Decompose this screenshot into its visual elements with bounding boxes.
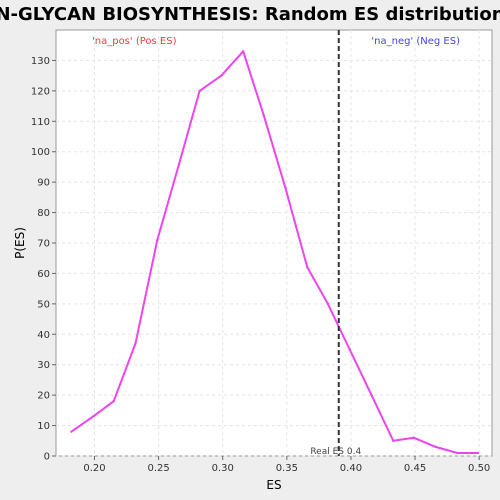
y-tick-label: 30 <box>37 360 50 371</box>
y-axis-ticks: 0 10 20 30 40 50 60 70 80 90 100 110 120 130 <box>31 56 56 463</box>
x-tick-label: 0.30 <box>212 463 234 474</box>
data-point <box>370 393 373 397</box>
y-tick-label: 110 <box>31 117 50 128</box>
legend-neg: 'na_neg' (Neg ES) <box>371 36 460 47</box>
chart-title: N-GLYCAN BIOSYNTHESIS: Random ES distrib… <box>0 4 500 25</box>
y-tick-label: 50 <box>37 299 50 310</box>
series-line <box>70 50 478 454</box>
data-point <box>198 89 201 93</box>
data-point <box>156 238 159 242</box>
data-point <box>177 162 181 166</box>
legend-pos: 'na_pos' (Pos ES) <box>92 36 177 47</box>
data-point <box>220 74 223 77</box>
y-tick-label: 90 <box>37 178 50 189</box>
data-point <box>112 400 115 403</box>
x-tick-label: 0.25 <box>147 463 169 474</box>
data-point <box>284 187 287 190</box>
y-tick-label: 70 <box>37 239 50 250</box>
y-tick-label: 10 <box>37 421 50 432</box>
y-tick-label: 120 <box>31 86 50 97</box>
x-tick-label: 0.35 <box>276 463 298 474</box>
x-axis-label: ES <box>266 478 281 492</box>
y-tick-label: 20 <box>37 391 50 402</box>
y-tick-label: 100 <box>31 147 50 158</box>
x-tick-label: 0.20 <box>83 463 105 474</box>
real-es-label: Real ES 0.4 <box>310 447 361 457</box>
data-point <box>70 430 73 433</box>
data-point <box>134 342 137 345</box>
data-point <box>476 451 480 455</box>
y-tick-label: 130 <box>31 56 50 67</box>
data-point <box>242 50 245 53</box>
data-point <box>326 302 330 306</box>
y-tick-label: 60 <box>37 269 50 280</box>
data-point <box>262 114 265 117</box>
x-tick-label: 0.40 <box>340 463 362 474</box>
y-tick-label: 40 <box>37 330 50 341</box>
data-point <box>348 348 351 351</box>
x-tick-label: 0.45 <box>404 463 426 474</box>
data-point <box>91 415 95 418</box>
data-point <box>306 266 309 269</box>
y-tick-label: 0 <box>44 452 50 463</box>
series-layer <box>70 50 480 455</box>
data-point <box>392 439 395 442</box>
data-point <box>412 436 415 439</box>
data-point <box>456 451 459 455</box>
x-axis-ticks: 0.20 0.25 0.30 0.35 0.40 0.45 0.50 <box>83 456 490 474</box>
data-point <box>434 445 437 449</box>
y-axis-label: P(ES) <box>13 227 27 259</box>
grid <box>56 30 492 457</box>
y-tick-label: 80 <box>37 208 50 219</box>
x-tick-label: 0.50 <box>468 463 490 474</box>
